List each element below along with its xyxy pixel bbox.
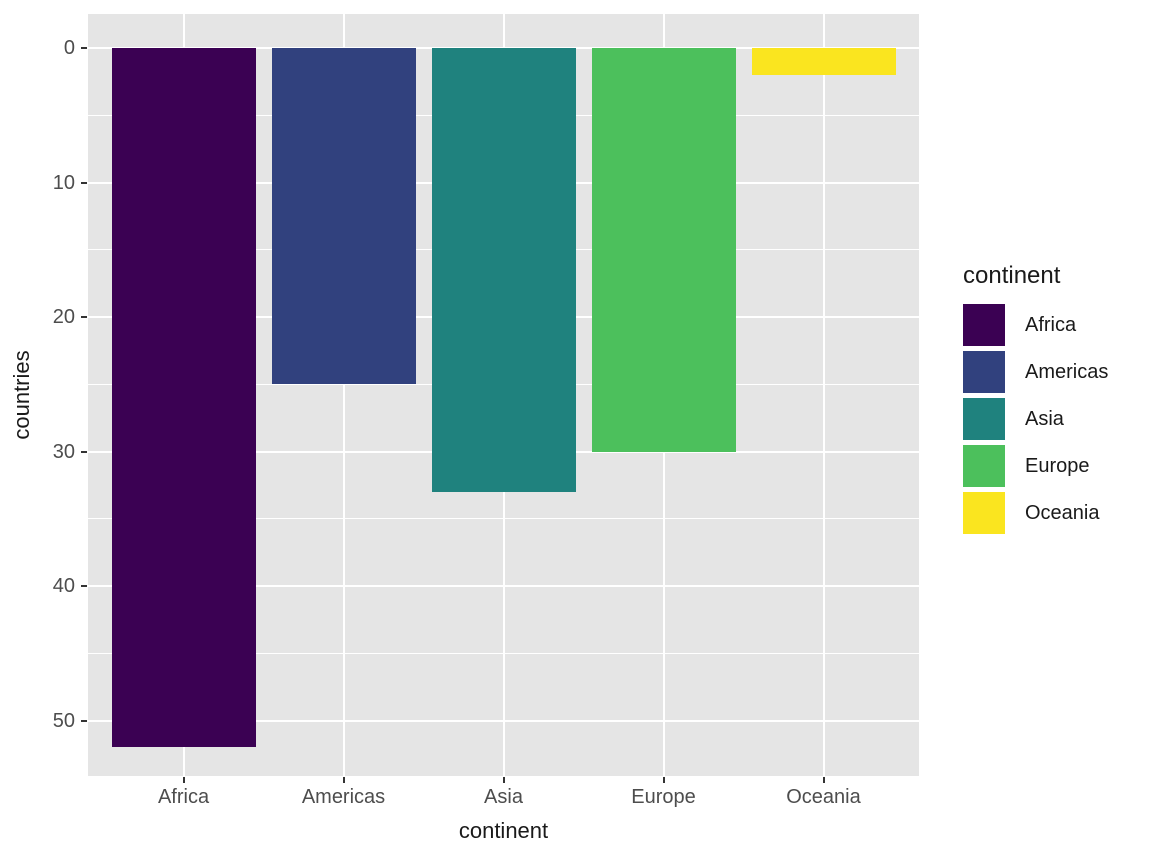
- x-tick-mark-europe: [662, 777, 665, 783]
- legend-item-oceania: Oceania: [963, 492, 1108, 534]
- legend-swatch-oceania: [963, 492, 1005, 534]
- x-tick-label-europe: Europe: [631, 786, 696, 808]
- y-tick-mark-30: [81, 450, 87, 453]
- y-tick-mark-40: [81, 585, 87, 587]
- gridline-major-x-oceania: [822, 14, 825, 776]
- y-tick-mark-0: [81, 47, 87, 49]
- y-tick-mark-10: [81, 181, 87, 184]
- legend-swatch-asia: [963, 398, 1005, 440]
- y-tick-label-0: 0: [63, 37, 75, 59]
- legend-swatch-africa: [963, 304, 1005, 346]
- legend-swatch-europe: [963, 445, 1005, 487]
- legend-item-asia: Asia: [963, 398, 1108, 440]
- bar-americas: [271, 48, 416, 385]
- y-tick-label-40: 40: [52, 575, 75, 597]
- x-tick-label-asia: Asia: [484, 786, 523, 808]
- bar-africa: [111, 48, 256, 748]
- y-tick-label-30: 30: [52, 440, 75, 463]
- y-tick-mark-50: [81, 719, 87, 722]
- legend: continent Africa Americas Asia Europe Oceani…: [963, 262, 1108, 539]
- legend-swatch-americas: [963, 351, 1005, 393]
- gridline-major-x-americas: [342, 14, 345, 776]
- y-tick-label-20: 20: [52, 306, 75, 328]
- x-axis-title: continent: [458, 818, 549, 843]
- x-tick-mark-americas: [342, 777, 345, 783]
- x-tick-mark-asia: [502, 777, 505, 783]
- x-tick-label-africa: Africa: [157, 786, 210, 808]
- bar-asia: [431, 48, 576, 492]
- x-tick-label-americas: Americas: [301, 786, 386, 808]
- plot-panel: [88, 14, 919, 776]
- legend-title: continent: [963, 262, 1061, 289]
- x-tick-mark-africa: [182, 777, 185, 783]
- legend-label-asia: Asia: [1025, 407, 1064, 430]
- y-tick-mark-20: [81, 316, 87, 318]
- legend-label-oceania: Oceania: [1025, 501, 1100, 524]
- legend-item-africa: Africa: [963, 304, 1108, 346]
- bar-europe: [591, 48, 736, 452]
- legend-label-americas: Americas: [1025, 360, 1109, 383]
- x-tick-mark-oceania: [822, 777, 825, 783]
- legend-label-africa: Africa: [1025, 313, 1077, 336]
- y-tick-label-50: 50: [52, 709, 75, 732]
- y-tick-label-10: 10: [52, 171, 75, 194]
- legend-item-americas: Americas: [963, 351, 1108, 393]
- y-axis-title: countries: [9, 350, 34, 440]
- legend-items: Africa Americas Asia Europe Oceania: [963, 304, 1108, 534]
- legend-item-europe: Europe: [963, 445, 1108, 487]
- legend-label-europe: Europe: [1025, 454, 1090, 477]
- x-tick-label-oceania: Oceania: [786, 786, 861, 808]
- bar-oceania: [751, 48, 896, 75]
